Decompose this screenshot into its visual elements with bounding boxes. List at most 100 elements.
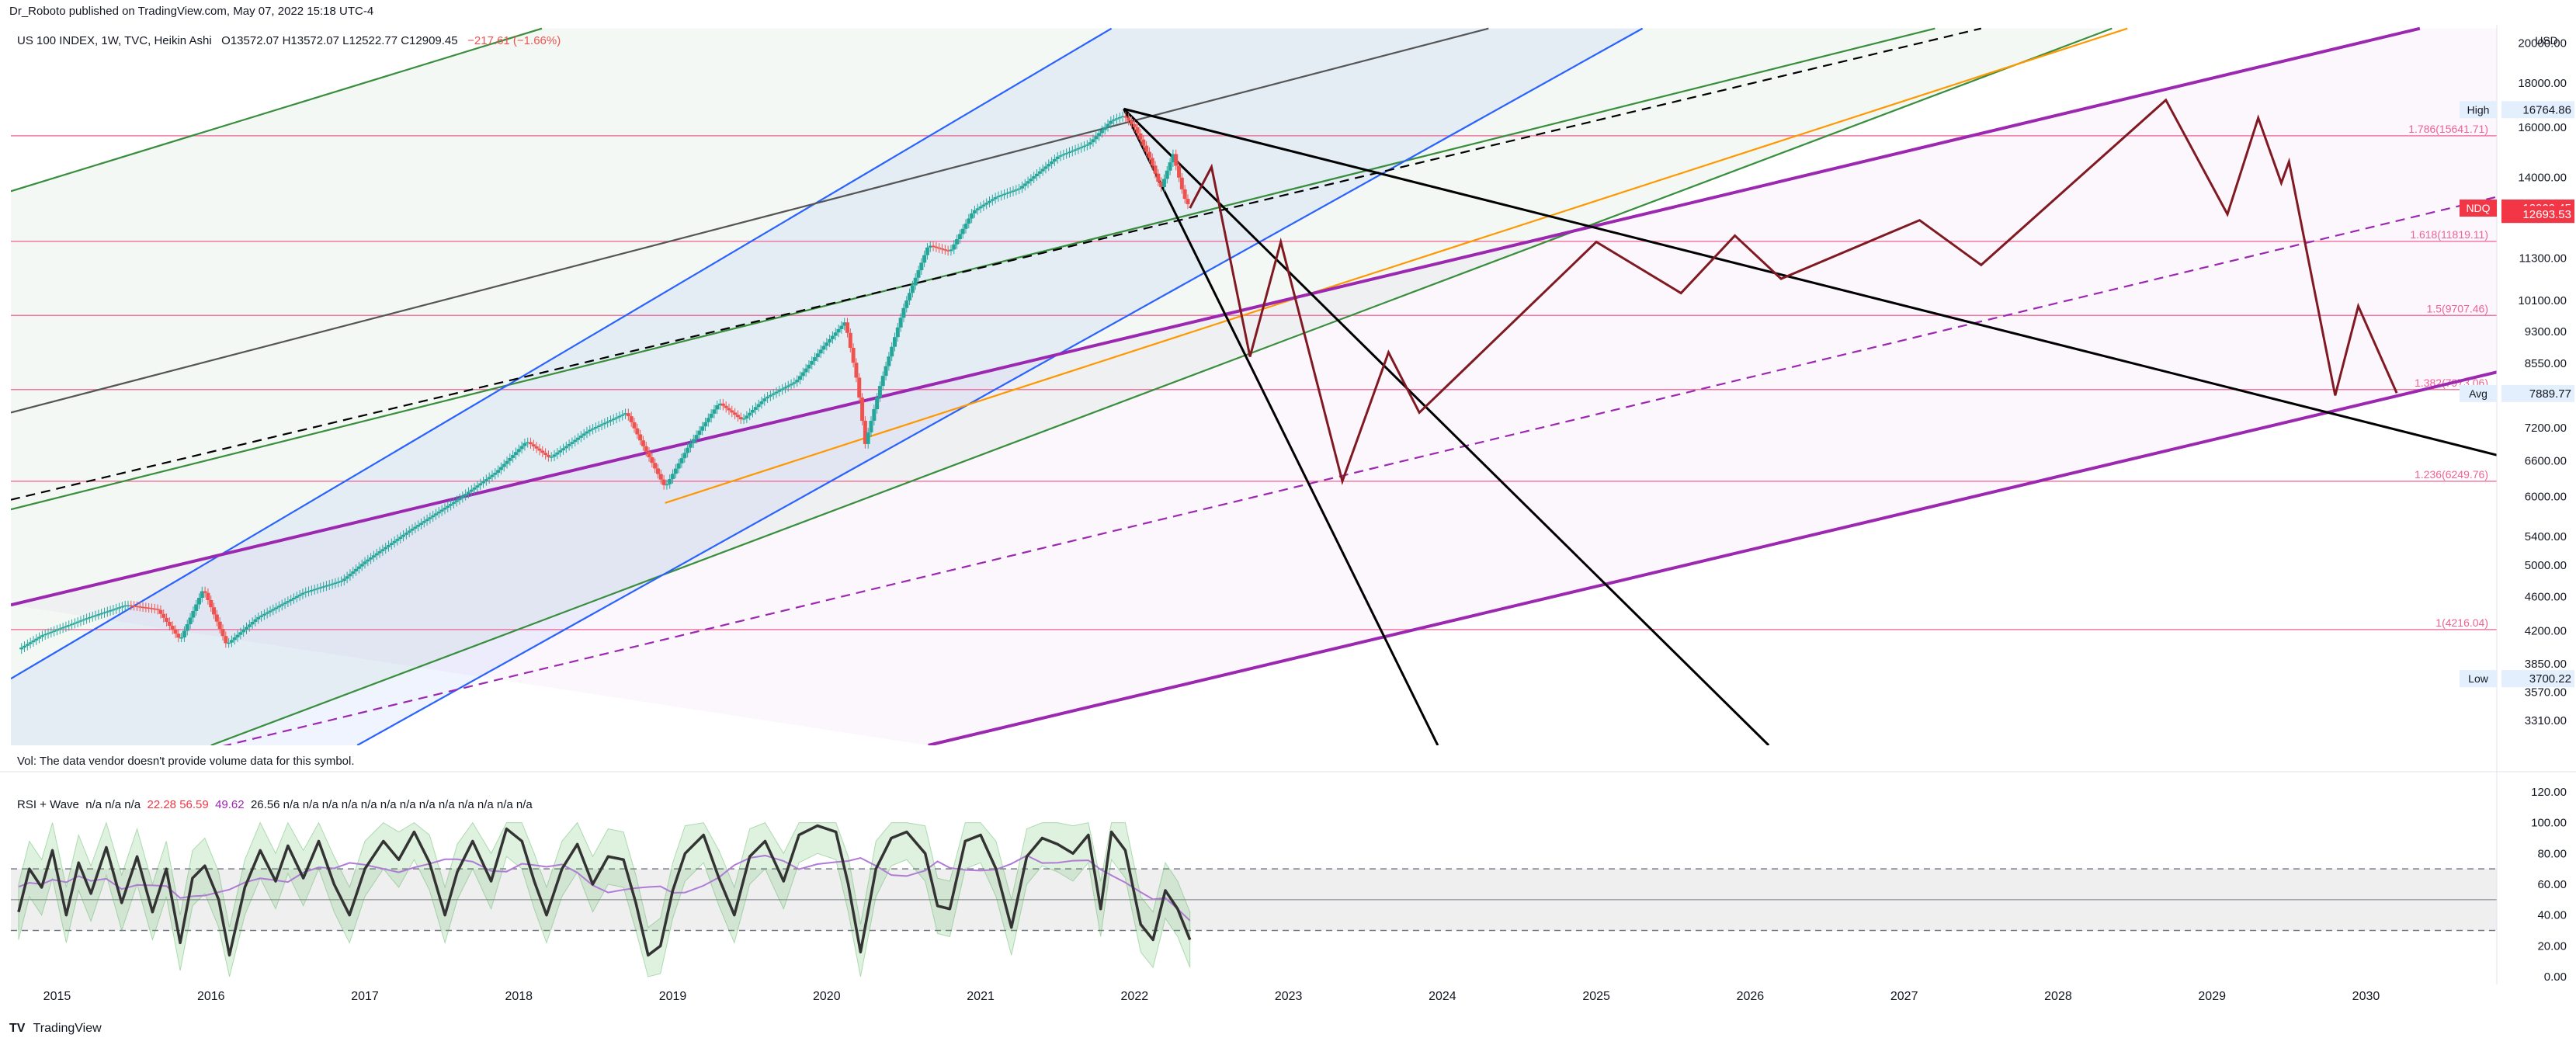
- candle-body: [1088, 142, 1092, 145]
- year-tick-label: 2023: [1275, 990, 1303, 1003]
- footer-brand-text: TradingView: [33, 1022, 102, 1035]
- symbol-name[interactable]: US 100 INDEX, 1W, TVC, Heikin Ashi: [17, 34, 212, 47]
- candle-body: [999, 195, 1004, 196]
- candle-body: [658, 474, 663, 480]
- candle-body: [558, 450, 563, 453]
- price-tick-label: 3850.00: [2525, 658, 2567, 671]
- candle-body: [363, 561, 367, 564]
- candle-body: [398, 536, 403, 540]
- candle-body: [570, 442, 575, 444]
- candle-body: [650, 457, 654, 463]
- candle-body: [955, 239, 960, 245]
- candle-body: [839, 325, 844, 329]
- candle-body: [188, 617, 193, 624]
- candle-body: [830, 335, 835, 339]
- green-channel-mid-line: [11, 27, 1935, 511]
- candle-body: [555, 452, 560, 455]
- fib-level-label: 1.618(11819.11): [2410, 228, 2488, 241]
- candle-body: [730, 410, 734, 413]
- candle-body: [1002, 193, 1007, 196]
- candle-body: [1112, 119, 1116, 121]
- candle-body: [1182, 189, 1187, 200]
- rsi-panel[interactable]: [11, 821, 2497, 977]
- candle-body: [1019, 186, 1024, 189]
- candle-body: [132, 606, 137, 607]
- price-label-box: [2501, 206, 2574, 224]
- candle-body: [1011, 190, 1015, 193]
- candle-body: [72, 623, 77, 624]
- candle-body: [413, 526, 418, 529]
- candle-body: [1067, 151, 1071, 154]
- candle-body: [810, 360, 814, 365]
- candle-body: [158, 609, 163, 614]
- candle-body: [490, 474, 495, 477]
- candle-body: [715, 404, 720, 410]
- candle-body: [960, 228, 965, 234]
- candle-body: [117, 607, 122, 609]
- rsi-tick-label: 60.00: [2537, 878, 2567, 891]
- candle-body: [1052, 158, 1057, 162]
- candle-body: [591, 428, 595, 430]
- candle-body: [1138, 133, 1143, 140]
- price-label-value: 3700.22: [2529, 672, 2571, 686]
- candle-body: [800, 372, 805, 377]
- candle-body: [1132, 123, 1137, 127]
- candle-body: [890, 346, 894, 357]
- candle-body: [342, 578, 346, 582]
- candle-body: [185, 623, 189, 631]
- candle-body: [348, 574, 352, 577]
- price-plot-area: 1.786(15641.71) 1.618(11819.11) 1.5(9707.4…: [11, 26, 2497, 745]
- candle-body: [502, 463, 506, 467]
- candle-body: [875, 398, 880, 410]
- candle-body: [384, 547, 388, 550]
- candle-body: [469, 489, 474, 492]
- candle-body: [937, 247, 942, 249]
- candle-body: [173, 630, 178, 634]
- candle-body: [635, 428, 640, 435]
- candle-body: [543, 453, 548, 455]
- candle-body: [422, 521, 426, 523]
- black-fan-2-line: [1123, 108, 1770, 745]
- candle-body: [253, 619, 258, 623]
- candle-body: [392, 540, 397, 543]
- candle-body: [52, 630, 57, 632]
- candle-body: [43, 634, 47, 636]
- candle-body: [522, 443, 527, 446]
- candle-body: [212, 607, 217, 615]
- candle-body: [1159, 182, 1164, 188]
- candle-body: [644, 446, 648, 452]
- candle-body: [425, 519, 429, 522]
- candle-body: [286, 601, 290, 603]
- candle-body: [395, 539, 400, 541]
- rsi-title[interactable]: RSI + Wave: [17, 798, 79, 811]
- candle-body: [753, 407, 758, 410]
- candle-body: [988, 200, 992, 203]
- candle-body: [1106, 123, 1110, 127]
- candle-body: [653, 463, 658, 469]
- candle-body: [149, 608, 154, 609]
- candle-body: [916, 270, 921, 278]
- candle-body: [748, 412, 752, 416]
- candle-body: [990, 199, 995, 201]
- candle-body: [31, 640, 36, 643]
- price-panel[interactable]: 1.786(15641.71) 1.618(11819.11) 1.5(9707.4…: [11, 26, 2497, 797]
- candle-body: [359, 564, 364, 567]
- candle-body: [863, 420, 867, 444]
- candle-body: [993, 197, 998, 200]
- candle-body: [1171, 154, 1175, 163]
- candle-body: [795, 380, 800, 383]
- candle-body: [1037, 171, 1042, 174]
- candle-body: [37, 637, 42, 639]
- ohlc-values: O13572.07 H13572.07 L12522.77 C12909.45: [221, 34, 458, 47]
- candle-body: [297, 594, 302, 596]
- candle-body: [309, 590, 314, 592]
- candle-body: [407, 530, 411, 533]
- candle-body: [271, 609, 276, 611]
- candle-body: [1174, 154, 1179, 166]
- candle-body: [431, 515, 436, 518]
- candle-body: [632, 422, 637, 429]
- candle-body: [232, 637, 237, 641]
- rsi-tick-label: 80.00: [2537, 847, 2567, 860]
- candle-body: [1014, 189, 1019, 191]
